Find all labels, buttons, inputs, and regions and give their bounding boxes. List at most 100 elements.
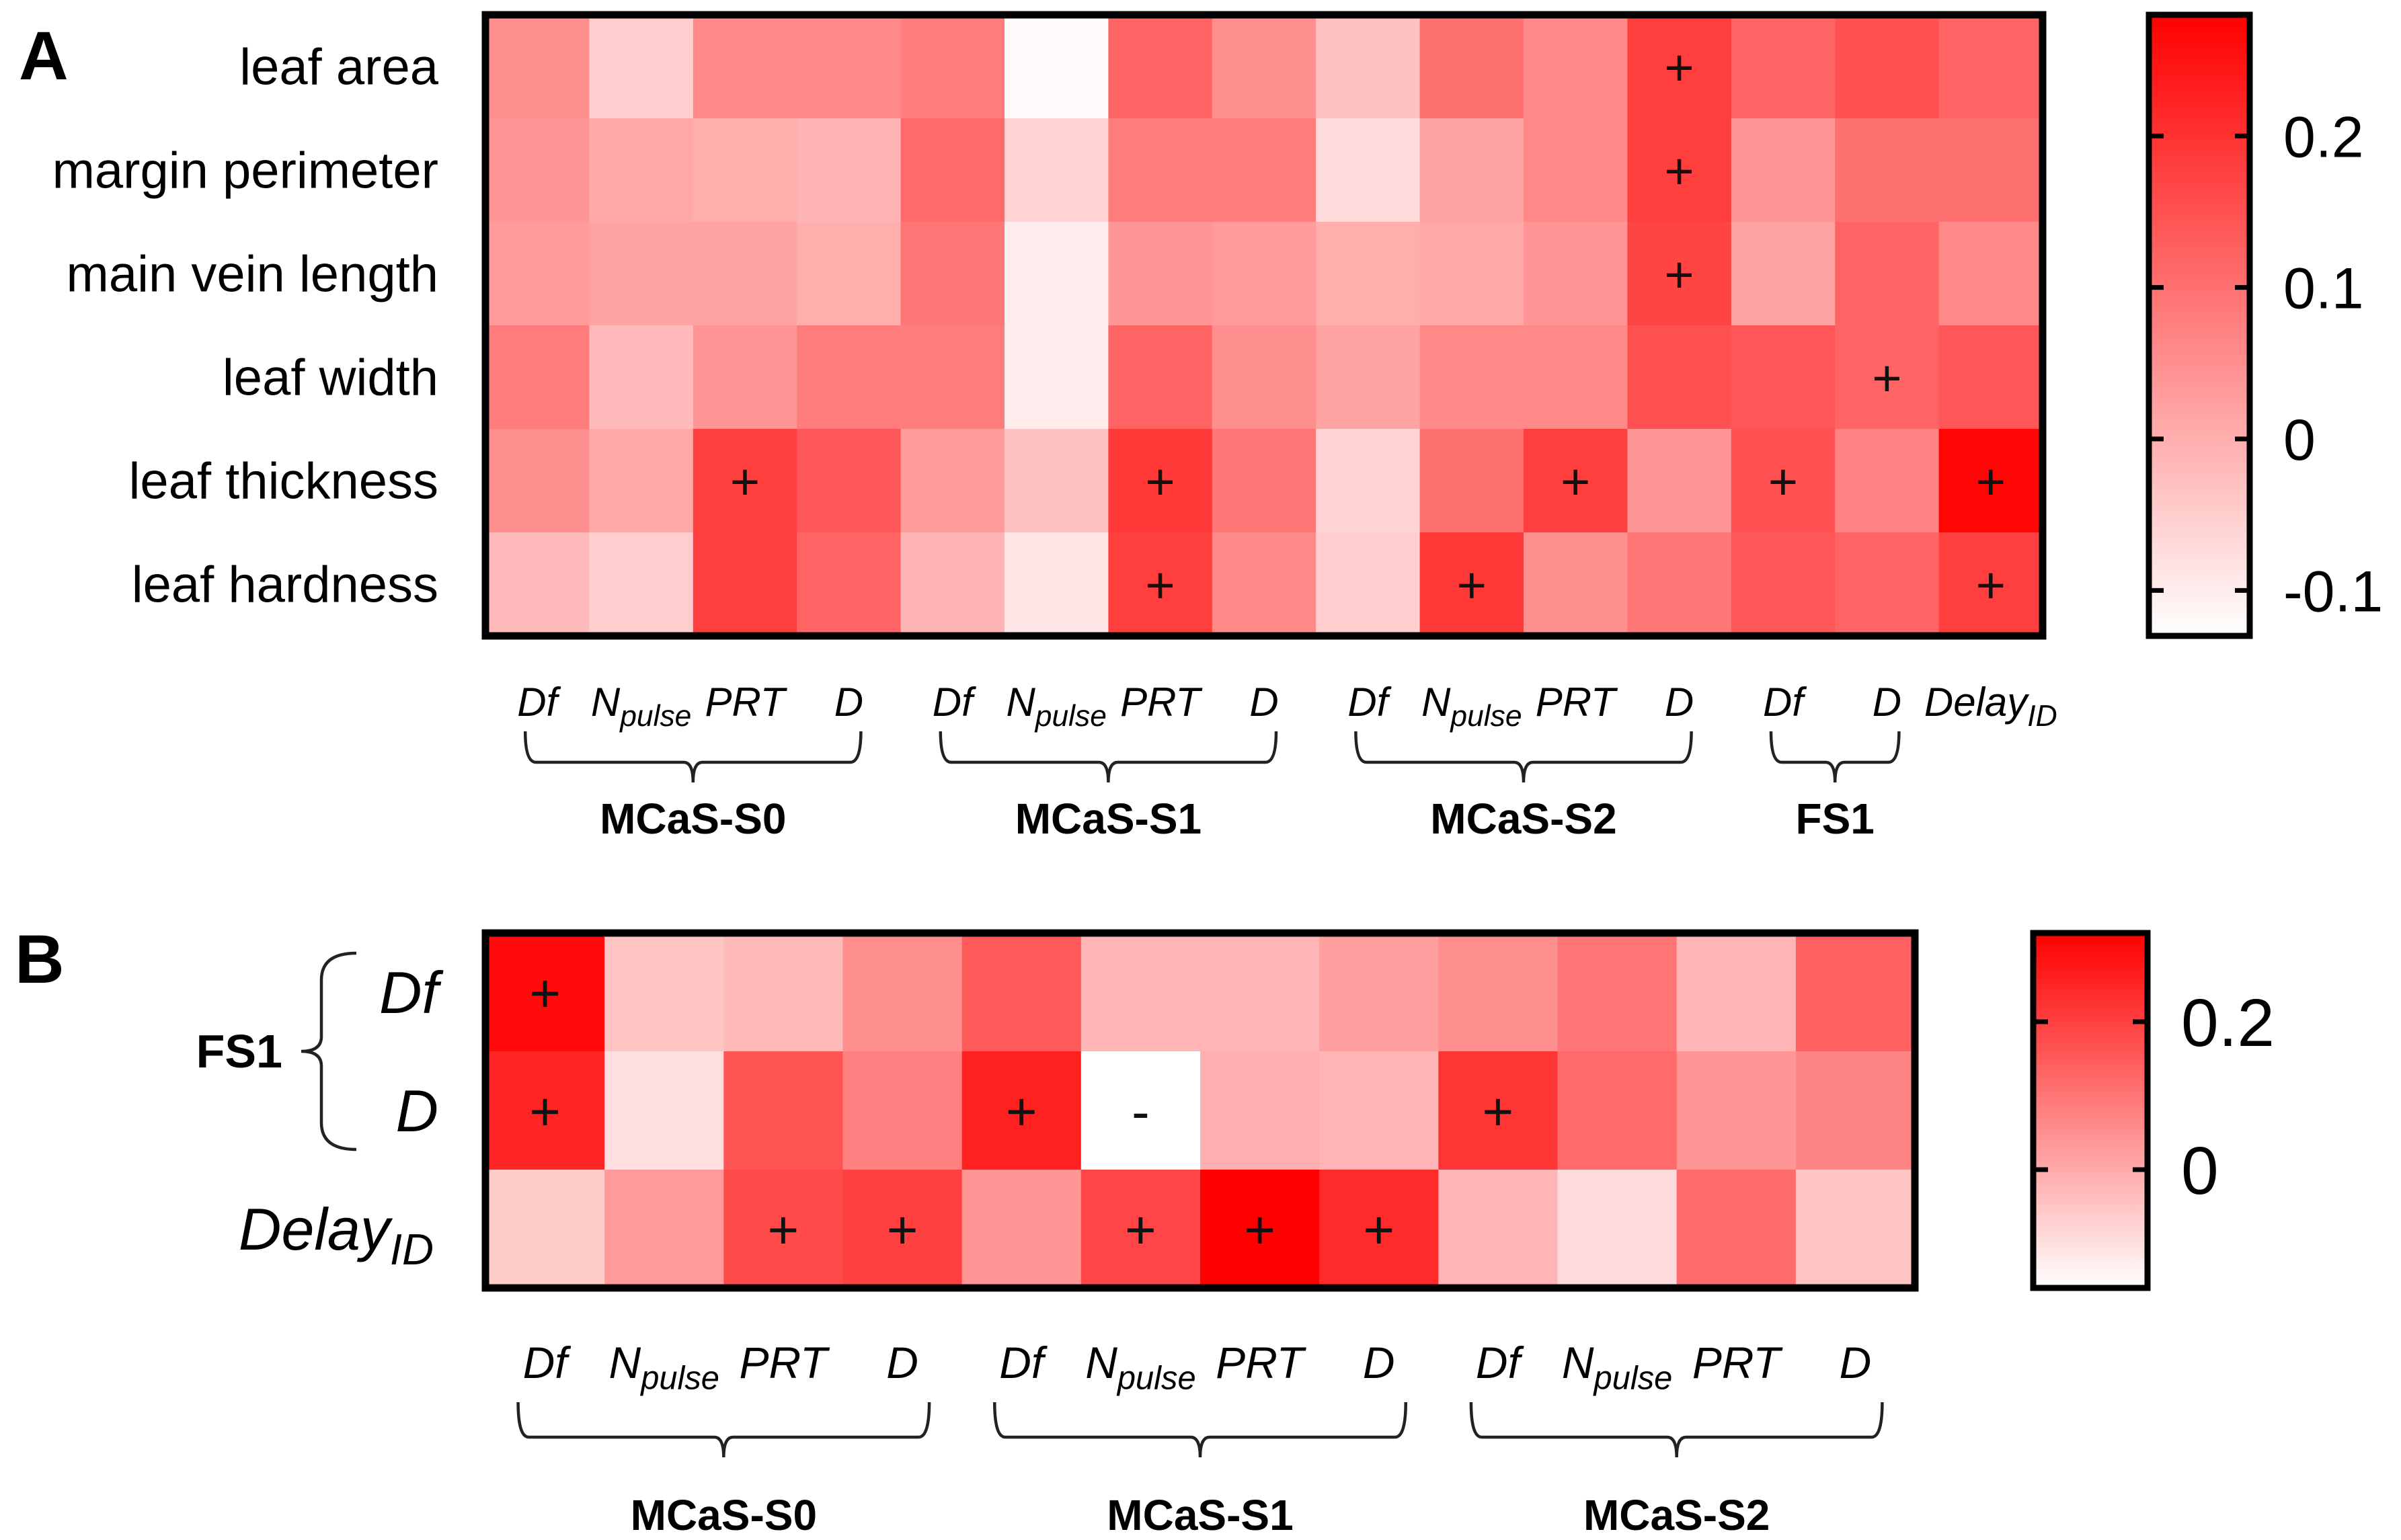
heatmap-cell bbox=[961, 933, 1082, 1052]
heatmap-a: + + + + + + + + + + + + leaf area margin perimeter mai… bbox=[52, 11, 2383, 843]
group-label: MCaS-S1 bbox=[1107, 1491, 1293, 1539]
column-label: Npulse bbox=[591, 680, 691, 733]
heatmap-cell bbox=[1316, 222, 1421, 326]
heatmap-cell bbox=[604, 1051, 724, 1170]
heatmap-cell bbox=[1200, 1051, 1320, 1170]
heatmap-cell bbox=[1835, 325, 1940, 430]
heatmap-cell bbox=[1676, 1170, 1797, 1289]
heatmap-cell bbox=[1005, 15, 1109, 119]
group-label: MCaS-S2 bbox=[1583, 1491, 1770, 1539]
heatmap-cell bbox=[1108, 118, 1213, 222]
heatmap-cell bbox=[1524, 15, 1628, 119]
significance-mark: + bbox=[1145, 453, 1175, 510]
colorbar-tick-label: 0.2 bbox=[2181, 985, 2275, 1061]
heatmap-cell bbox=[604, 933, 724, 1052]
heatmap-cell bbox=[961, 1051, 1082, 1170]
column-label: Npulse bbox=[1006, 680, 1106, 733]
heatmap-cell bbox=[797, 429, 902, 533]
column-label: D bbox=[1873, 680, 1901, 725]
column-label: PRT bbox=[1692, 1338, 1783, 1387]
heatmap-cell bbox=[1731, 429, 1836, 533]
heatmap-cell bbox=[1438, 1170, 1559, 1289]
heatmap-cell bbox=[1524, 222, 1628, 326]
heatmap-cell bbox=[797, 118, 902, 222]
group-brace bbox=[1354, 731, 1693, 783]
heatmap-cell bbox=[693, 222, 797, 326]
column-label: Df bbox=[517, 680, 561, 725]
heatmap-cell bbox=[1108, 429, 1213, 533]
heatmap-cell bbox=[1108, 325, 1213, 430]
column-label: Df bbox=[933, 680, 976, 725]
group-label: FS1 bbox=[1796, 795, 1875, 843]
heatmap-cell bbox=[1524, 532, 1628, 637]
row-label: leaf width bbox=[223, 350, 438, 407]
heatmap-cell bbox=[1627, 532, 1732, 637]
panel-label-b: B bbox=[15, 921, 65, 998]
heatmap-cell bbox=[589, 325, 694, 430]
heatmap-cell bbox=[723, 1170, 844, 1289]
significance-mark: + bbox=[1145, 557, 1175, 614]
column-label: DelayID bbox=[1924, 680, 2057, 733]
column-label: Df bbox=[1347, 680, 1391, 725]
heatmap-cell bbox=[842, 1170, 963, 1289]
heatmap-cell bbox=[589, 118, 694, 222]
heatmap-cell bbox=[1795, 933, 1916, 1052]
heatmap-cell bbox=[1212, 15, 1316, 119]
row-label: leaf area bbox=[239, 39, 438, 96]
column-label: Df bbox=[1763, 680, 1807, 725]
column-label: PRT bbox=[1216, 1338, 1306, 1387]
heatmap-cell bbox=[1419, 429, 1524, 533]
heatmap-frame bbox=[481, 929, 1919, 1292]
group-brace bbox=[1469, 1402, 1884, 1458]
heatmap-cell bbox=[1419, 15, 1524, 119]
group-label: MCaS-S0 bbox=[631, 1491, 817, 1539]
heatmap-cell bbox=[1557, 1051, 1678, 1170]
column-label: PRT bbox=[740, 1338, 830, 1387]
heatmap-b: + + + - + + + + + + Df D DelayID Df Npulse PRT D Df Npulse… bbox=[196, 929, 2275, 1539]
heatmap-cell bbox=[589, 429, 694, 533]
column-label: D bbox=[886, 1338, 918, 1387]
heatmap-cell bbox=[900, 532, 1005, 637]
heatmap-cell bbox=[693, 429, 797, 533]
heatmap-cell bbox=[1438, 1051, 1559, 1170]
column-label: PRT bbox=[705, 680, 788, 725]
significance-mark: + bbox=[1976, 557, 2006, 614]
heatmap-cell bbox=[1835, 532, 1940, 637]
column-label: Npulse bbox=[1562, 1338, 1672, 1397]
heatmap-cell bbox=[1005, 222, 1109, 326]
heatmap-cell bbox=[1627, 429, 1732, 533]
heatmap-cell bbox=[1627, 325, 1732, 430]
heatmap-cell bbox=[1212, 118, 1316, 222]
heatmap-cell bbox=[900, 325, 1005, 430]
significance-mark: + bbox=[1483, 1082, 1514, 1141]
heatmap-cell bbox=[1938, 325, 2043, 430]
heatmap-cell bbox=[485, 15, 590, 119]
heatmap-cell bbox=[1557, 933, 1678, 1052]
column-label: Npulse bbox=[1085, 1338, 1195, 1397]
row-label: margin perimeter bbox=[52, 143, 438, 200]
heatmap-cell bbox=[900, 429, 1005, 533]
heatmap-cell bbox=[1938, 222, 2043, 326]
heatmap-cell bbox=[723, 1051, 844, 1170]
colorbar-tick-label: 0.2 bbox=[2283, 105, 2364, 169]
column-label: Npulse bbox=[609, 1338, 719, 1397]
column-label: D bbox=[1249, 680, 1278, 725]
significance-mark: + bbox=[1561, 453, 1590, 510]
heatmap-cell bbox=[589, 532, 694, 637]
heatmap-cell bbox=[1316, 532, 1421, 637]
significance-mark: + bbox=[1125, 1200, 1156, 1260]
colorbar-tick-label: 0 bbox=[2283, 408, 2316, 473]
heatmap-cell bbox=[1731, 532, 1836, 637]
heatmap-cell bbox=[797, 325, 902, 430]
heatmap-cell bbox=[1938, 429, 2043, 533]
row-label: main vein length bbox=[67, 246, 438, 303]
heatmap-cell bbox=[485, 429, 590, 533]
heatmap-cell bbox=[723, 933, 844, 1052]
significance-mark: + bbox=[1664, 143, 1694, 200]
colorbar-tick-label: 0.1 bbox=[2283, 257, 2364, 321]
significance-mark: + bbox=[887, 1200, 918, 1260]
panel-label-a: A bbox=[19, 17, 69, 94]
significance-mark: + bbox=[529, 1082, 561, 1141]
column-label: D bbox=[834, 680, 863, 725]
